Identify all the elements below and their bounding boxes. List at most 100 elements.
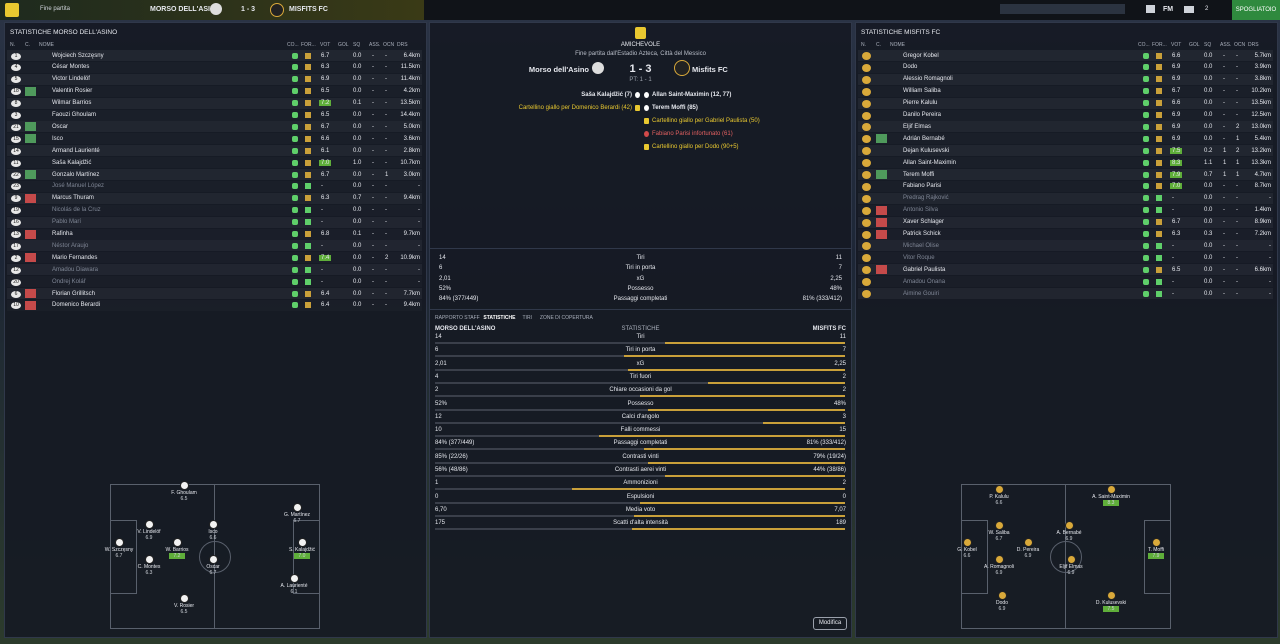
player-name[interactable]: Victor Lindelöf <box>52 76 90 83</box>
player-row[interactable] <box>858 50 1273 61</box>
player-name[interactable]: Wilmar Barrios <box>52 100 92 107</box>
player-name[interactable]: Vitor Roque <box>903 254 935 261</box>
player-name[interactable]: Adrián Bernabé <box>903 135 945 142</box>
player-row[interactable] <box>7 169 422 180</box>
player-name[interactable]: Danilo Pereira <box>903 112 942 118</box>
player-row[interactable] <box>7 50 422 61</box>
player-name[interactable]: Amadou Onana <box>903 278 946 285</box>
condition-icon <box>292 266 298 273</box>
player-row[interactable] <box>858 97 1273 109</box>
player-row[interactable] <box>858 121 1273 133</box>
player-name[interactable]: Gabriel Paulista <box>903 266 946 273</box>
home-icon[interactable] <box>1146 5 1155 13</box>
player-name[interactable]: Predrag Rajković <box>903 195 949 202</box>
stat-label: Espulsioni <box>626 493 655 500</box>
home-team: Morso dell'Asino <box>528 65 589 74</box>
tab[interactable]: STATISTICHE <box>483 315 516 321</box>
player-name[interactable]: Isco <box>52 135 64 142</box>
player-name[interactable]: Aimine Gouiri <box>903 290 940 297</box>
notification-count[interactable]: 2 <box>1205 6 1209 12</box>
rating: 7.0 <box>319 159 332 166</box>
player-name[interactable]: Allan Saint-Maximin <box>903 159 957 166</box>
player-marker <box>995 555 1004 564</box>
player-name[interactable]: Dejan Kulusevski <box>903 147 950 154</box>
player-name[interactable]: Marcus Thuram <box>52 195 94 202</box>
player-row[interactable] <box>858 216 1273 228</box>
player-name[interactable]: Oscar <box>52 123 69 130</box>
tab[interactable]: ZONE DI COPERTURA <box>539 315 593 321</box>
player-name[interactable]: William Saliba <box>903 88 941 95</box>
form-icon <box>305 52 311 59</box>
pitch-player-rating: 6.9 <box>145 535 153 541</box>
fm-menu[interactable]: FM <box>1163 6 1174 13</box>
inbox-icon[interactable] <box>1184 6 1194 13</box>
player-name[interactable]: Valentin Rosier <box>52 88 93 95</box>
player-marker <box>1152 538 1161 547</box>
player-name[interactable]: Pablo Marí <box>52 219 82 226</box>
player-name[interactable]: Armand Laurienté <box>52 147 100 154</box>
player-name[interactable]: Rafinha <box>52 231 73 237</box>
expected-goals: 0.0 <box>353 254 362 261</box>
player-name[interactable]: Dodo <box>903 64 918 71</box>
player-name[interactable]: Xaver Schlager <box>903 219 945 226</box>
player-name[interactable]: Faouzi Ghoulam <box>52 112 97 118</box>
player-row[interactable] <box>858 240 1273 252</box>
rating: 6.7 <box>1172 219 1181 226</box>
player-row[interactable] <box>7 121 422 133</box>
player-name[interactable]: Florian Grillitsch <box>52 290 96 297</box>
shirt-number: 12 <box>11 266 21 274</box>
player-row[interactable] <box>858 169 1273 180</box>
edit-button[interactable]: Modifica <box>813 617 847 630</box>
player-name[interactable]: Gonzalo Martínez <box>52 171 100 178</box>
player-row[interactable] <box>7 145 422 157</box>
player-name[interactable]: José Manuel López <box>52 183 105 190</box>
player-row[interactable] <box>7 73 422 85</box>
competition: AMICHEVOLE <box>620 42 661 48</box>
player-row[interactable] <box>7 192 422 204</box>
player-row[interactable] <box>7 240 422 252</box>
player-row[interactable] <box>7 97 422 109</box>
stat-away: 81% (333/412) <box>806 440 846 447</box>
column-header: GOL <box>1189 42 1200 48</box>
player-name[interactable]: Eljif Elmas <box>903 123 932 130</box>
player-name[interactable]: Antonio Silva <box>903 207 939 214</box>
stat-label: Passaggi completati <box>613 440 668 447</box>
player-name[interactable]: Michael Olise <box>903 242 940 249</box>
player-row[interactable] <box>7 264 422 276</box>
player-row[interactable] <box>7 288 422 299</box>
player-row[interactable] <box>858 192 1273 204</box>
player-name[interactable]: Nicolás de la Cruz <box>52 207 101 214</box>
player-name[interactable]: Mario Fernandes <box>52 254 98 261</box>
tab[interactable]: RAPPORTO STAFF <box>435 315 480 321</box>
continue-button[interactable]: SPOGLIATOIO <box>1232 0 1280 20</box>
player-name[interactable]: Fabiano Parisi <box>903 183 942 190</box>
player-name[interactable]: Alessio Romagnoli <box>903 76 953 83</box>
player-row[interactable] <box>858 145 1273 157</box>
expected-goals: 0.0 <box>353 88 362 95</box>
key-passes: - <box>385 64 387 71</box>
distance: - <box>1269 242 1271 249</box>
player-name[interactable]: Saša Kalajdžić <box>52 159 92 166</box>
expected-goals: 0.0 <box>353 112 362 118</box>
player-name[interactable]: Néstor Araujo <box>52 242 89 249</box>
player-name[interactable]: Terem Moffi <box>903 171 935 178</box>
player-name[interactable]: César Montes <box>52 64 90 71</box>
player-row[interactable] <box>858 288 1273 299</box>
key-passes: - <box>1236 76 1238 83</box>
goal-icon <box>635 92 640 98</box>
key-passes: - <box>1236 266 1238 273</box>
column-header: VOT <box>320 42 331 48</box>
player-name[interactable]: Patrick Schick <box>903 231 941 237</box>
distance: - <box>418 207 420 214</box>
tab[interactable]: TIRI <box>522 315 532 321</box>
shirt-icon <box>862 111 871 120</box>
player-row[interactable] <box>7 216 422 228</box>
player-name[interactable]: Wojciech Szczęsny <box>52 52 104 59</box>
player-name[interactable]: Amadou Diawara <box>52 266 99 273</box>
player-row[interactable] <box>858 73 1273 85</box>
player-name[interactable]: Gregor Kobel <box>903 52 939 59</box>
player-name[interactable]: Domenico Berardi <box>52 302 101 309</box>
player-name[interactable]: Pierre Kalulu <box>903 100 938 107</box>
player-name[interactable]: Ondrej Kolář <box>52 278 86 285</box>
player-row[interactable] <box>858 264 1273 276</box>
